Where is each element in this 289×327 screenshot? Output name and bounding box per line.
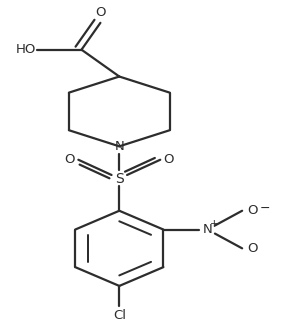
Text: N: N <box>203 223 212 236</box>
Text: O: O <box>247 204 257 217</box>
Text: HO: HO <box>16 43 36 56</box>
Text: Cl: Cl <box>113 309 126 322</box>
Text: −: − <box>260 201 270 215</box>
Text: N: N <box>114 140 124 153</box>
Text: O: O <box>163 153 174 166</box>
Text: S: S <box>115 172 124 185</box>
Text: O: O <box>247 242 257 255</box>
Text: +: + <box>210 219 219 229</box>
Text: O: O <box>65 153 75 166</box>
Text: O: O <box>95 6 106 19</box>
